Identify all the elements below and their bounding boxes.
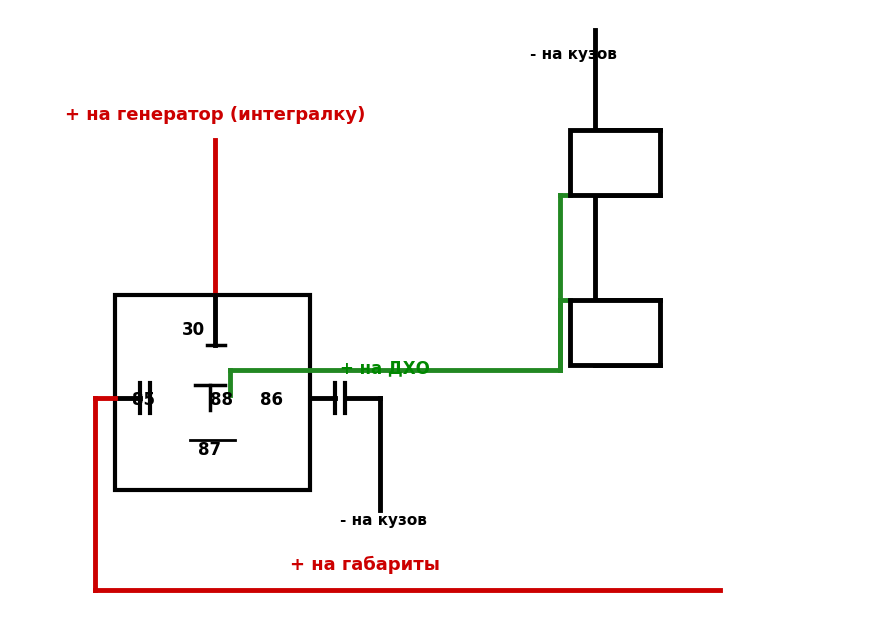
Text: 30: 30 xyxy=(182,321,205,339)
Text: + на генератор (интегралку): + на генератор (интегралку) xyxy=(65,106,365,124)
Bar xyxy=(115,295,309,490)
Bar xyxy=(569,130,660,195)
Text: - на кузов: - на кузов xyxy=(340,512,427,528)
Text: 87: 87 xyxy=(198,441,222,459)
Text: 85: 85 xyxy=(132,391,155,409)
Bar xyxy=(569,300,660,365)
Text: + на ДХО: + на ДХО xyxy=(340,359,429,377)
Text: + на габариты: + на габариты xyxy=(289,556,440,574)
Text: - на кузов: - на кузов xyxy=(529,48,616,63)
Text: 86: 86 xyxy=(260,391,282,409)
Text: 88: 88 xyxy=(209,391,233,409)
